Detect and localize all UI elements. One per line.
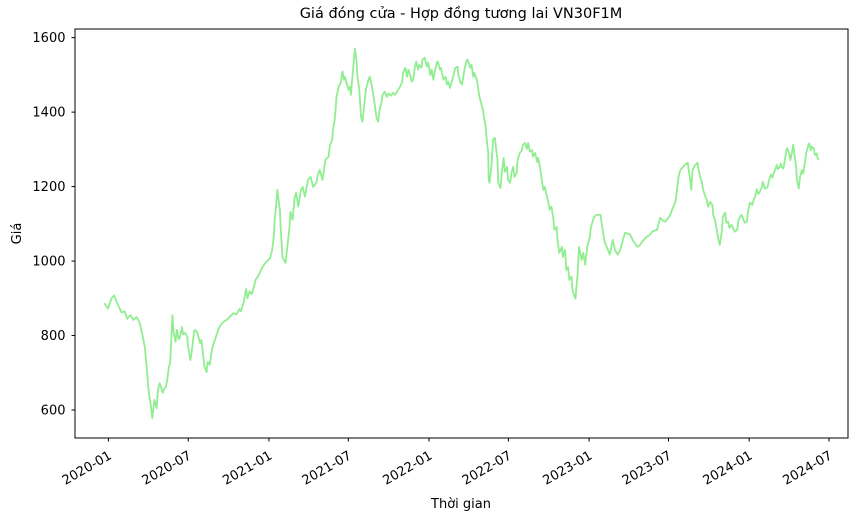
x-tick-label: 2022-07 [460, 448, 515, 488]
x-tick-label: 2021-07 [300, 448, 355, 488]
x-tick-label: 2024-01 [701, 448, 756, 488]
x-tick-label: 2020-01 [60, 448, 115, 488]
x-tick-label: 2023-07 [620, 448, 675, 488]
y-tick-label: 1600 [32, 31, 65, 46]
y-tick-label: 800 [41, 329, 66, 344]
x-tick-label: 2022-01 [380, 448, 435, 488]
y-tick-label: 1000 [32, 255, 65, 270]
x-tick-label: 2020-07 [140, 448, 195, 488]
plot-area [74, 28, 849, 439]
x-tick-label: 2023-01 [541, 448, 596, 488]
y-axis: 600 800 1000 1200 1400 1600 [32, 31, 75, 419]
price-line-series [103, 47, 820, 420]
y-tick-label: 1400 [32, 106, 65, 121]
y-axis-title: Giá [10, 223, 25, 245]
chart-title: Giá đóng cửa - Hợp đồng tương lai VN30F1… [300, 5, 623, 22]
x-axis-title: Thời gian [430, 497, 491, 512]
y-tick-label: 600 [41, 404, 66, 419]
x-axis: 2020-01 2020-07 2021-01 2021-07 2022-01 2022-… [60, 438, 835, 489]
y-tick-label: 1200 [32, 180, 65, 195]
x-tick-label: 2021-01 [220, 448, 275, 488]
x-tick-label: 2024-07 [780, 448, 835, 488]
